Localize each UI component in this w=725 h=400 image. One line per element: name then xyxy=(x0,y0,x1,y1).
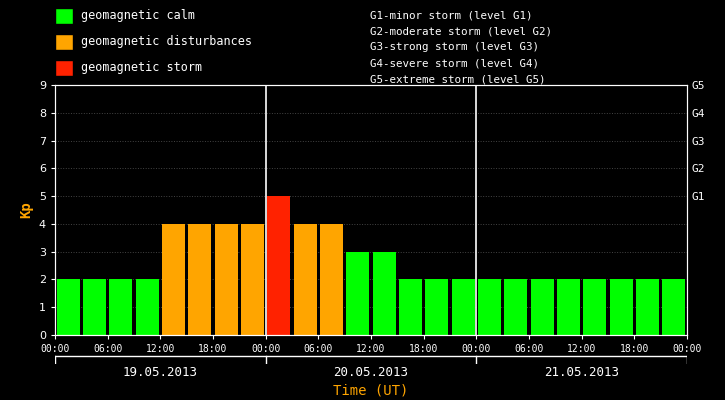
Text: geomagnetic disturbances: geomagnetic disturbances xyxy=(81,36,252,48)
Text: geomagnetic storm: geomagnetic storm xyxy=(81,62,202,74)
Bar xyxy=(662,280,685,335)
Bar xyxy=(557,280,580,335)
Bar xyxy=(636,280,659,335)
Bar xyxy=(347,252,370,335)
Bar xyxy=(294,224,317,335)
Bar xyxy=(241,224,264,335)
Text: 19.05.2013: 19.05.2013 xyxy=(123,366,198,379)
Bar xyxy=(583,280,606,335)
Bar xyxy=(505,280,527,335)
Bar xyxy=(478,280,501,335)
Bar xyxy=(83,280,106,335)
Bar xyxy=(610,280,633,335)
Bar xyxy=(373,252,396,335)
Bar xyxy=(320,224,343,335)
Bar xyxy=(162,224,185,335)
Text: G1-minor storm (level G1): G1-minor storm (level G1) xyxy=(370,10,532,20)
Bar xyxy=(109,280,133,335)
Text: 20.05.2013: 20.05.2013 xyxy=(334,366,408,379)
Text: G2-moderate storm (level G2): G2-moderate storm (level G2) xyxy=(370,26,552,36)
Bar xyxy=(136,280,159,335)
Text: G4-severe storm (level G4): G4-severe storm (level G4) xyxy=(370,58,539,68)
Bar xyxy=(215,224,238,335)
Text: G5-extreme storm (level G5): G5-extreme storm (level G5) xyxy=(370,74,545,84)
Bar xyxy=(188,224,212,335)
Bar xyxy=(426,280,449,335)
Text: geomagnetic calm: geomagnetic calm xyxy=(81,10,195,22)
Bar xyxy=(452,280,475,335)
Bar xyxy=(57,280,80,335)
Bar xyxy=(268,196,291,335)
Y-axis label: Kp: Kp xyxy=(20,202,33,218)
Text: G3-strong storm (level G3): G3-strong storm (level G3) xyxy=(370,42,539,52)
Text: Time (UT): Time (UT) xyxy=(334,384,409,398)
Bar xyxy=(531,280,554,335)
Text: 21.05.2013: 21.05.2013 xyxy=(544,366,619,379)
Bar xyxy=(399,280,422,335)
